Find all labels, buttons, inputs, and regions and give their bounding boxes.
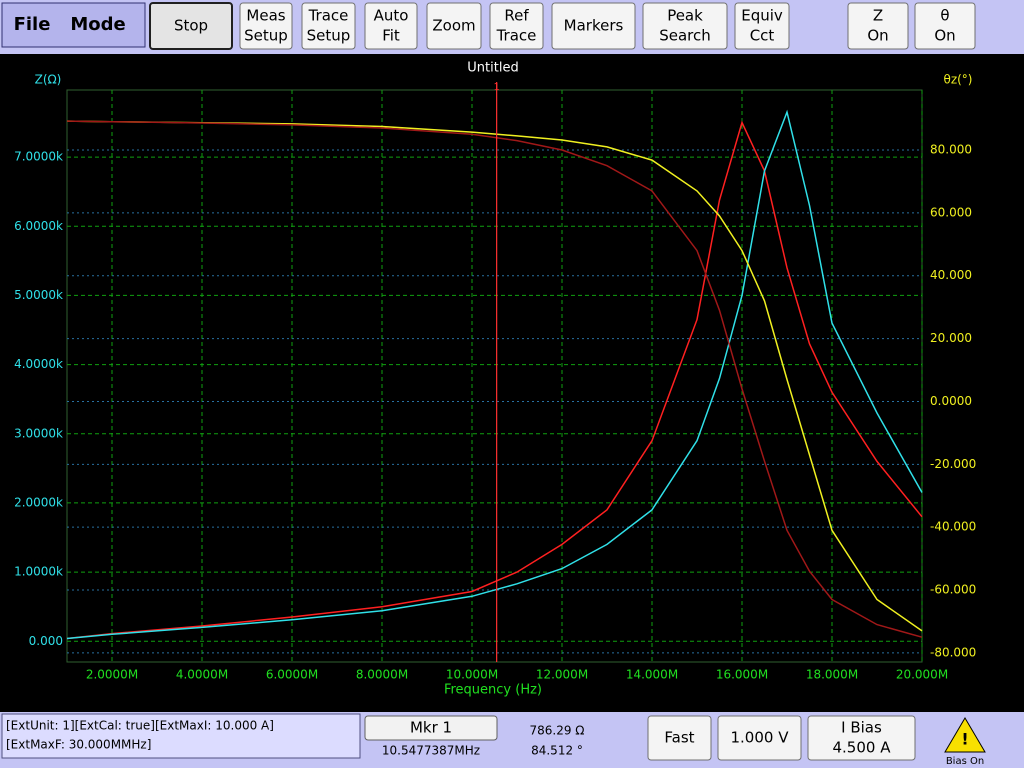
x-tick-label: 20.000M	[896, 668, 948, 682]
y2-tick-label: 0.0000	[930, 394, 972, 408]
button[interactable]	[717, 715, 802, 761]
button[interactable]	[847, 2, 909, 50]
plot-background	[0, 54, 1024, 712]
button-label[interactable]: θ	[940, 7, 949, 25]
button-label[interactable]: Fast	[664, 729, 694, 747]
series-line	[66, 120, 923, 632]
button[interactable]	[426, 2, 482, 50]
button-label[interactable]: On	[867, 27, 888, 45]
y-tick-label: 0.000	[29, 634, 63, 648]
y-tick-label: 3.0000k	[14, 426, 63, 440]
y2-tick-label: -40.000	[930, 520, 976, 534]
y-tick-label: 1.0000k	[14, 565, 63, 579]
x-tick-label: 8.0000M	[356, 668, 408, 682]
button[interactable]	[489, 2, 544, 50]
button-label[interactable]: Ref	[504, 7, 529, 25]
y2-tick-label: -20.000	[930, 457, 976, 471]
button-label[interactable]: Cct	[750, 27, 775, 45]
x-axis-label: Frequency (Hz)	[444, 683, 542, 698]
series-line	[66, 120, 923, 638]
button-label[interactable]: Trace	[308, 7, 349, 25]
button-label[interactable]: Trace	[496, 27, 537, 45]
button-label[interactable]: Setup	[244, 27, 288, 45]
menu-mode[interactable]: Mode	[70, 14, 125, 35]
button-label[interactable]: Search	[659, 27, 711, 45]
y2-axis-label: θz(°)	[943, 73, 972, 87]
warning-text: Bias On	[946, 756, 984, 767]
menu-bar	[1, 2, 146, 48]
info-box	[1, 713, 361, 759]
marker-frequency: 10.5477387MHz	[382, 744, 480, 758]
y2-tick-label: -80.000	[930, 645, 976, 659]
marker-button-label[interactable]: Mkr 1	[410, 719, 452, 737]
series-line	[66, 120, 923, 640]
info-line: [ExtMaxF: 30.000MMHz]	[6, 738, 151, 752]
x-tick-label: 14.000M	[626, 668, 678, 682]
y2-tick-label: 80.000	[930, 143, 972, 157]
x-tick-label: 4.0000M	[176, 668, 228, 682]
series-line	[66, 109, 923, 640]
button[interactable]	[239, 2, 293, 50]
button-label[interactable]: 1.000 V	[731, 729, 790, 747]
button-label[interactable]: 4.500 A	[833, 739, 892, 757]
button[interactable]	[642, 2, 728, 50]
button[interactable]	[301, 2, 356, 50]
x-tick-label: 18.000M	[806, 668, 858, 682]
y-tick-label: 2.0000k	[14, 495, 63, 509]
x-tick-label: 10.000M	[446, 668, 498, 682]
button-label[interactable]: Setup	[307, 27, 351, 45]
button-label[interactable]: Equiv	[741, 7, 783, 25]
y-tick-label: 6.0000k	[14, 219, 63, 233]
y2-tick-label: 40.000	[930, 268, 972, 282]
button[interactable]	[149, 2, 233, 50]
info-line: [ExtUnit: 1][ExtCal: true][ExtMaxI: 10.0…	[6, 719, 274, 733]
button-label[interactable]: Fit	[382, 27, 400, 45]
marker-impedance: 786.29 Ω	[530, 724, 585, 738]
button-label[interactable]: Zoom	[432, 17, 475, 35]
y-tick-label: 5.0000k	[14, 288, 63, 302]
button[interactable]	[914, 2, 976, 50]
y-tick-label: 7.0000k	[14, 150, 63, 164]
x-tick-label: 12.000M	[536, 668, 588, 682]
y2-tick-label: 20.000	[930, 331, 972, 345]
marker-button[interactable]	[364, 715, 498, 741]
button-label[interactable]: Markers	[564, 17, 624, 35]
button[interactable]	[364, 2, 418, 50]
x-tick-label: 2.0000M	[86, 668, 138, 682]
marker-label: 1	[493, 82, 499, 93]
chart-title: Untitled	[467, 61, 518, 76]
button-label[interactable]: Auto	[374, 7, 409, 25]
button-label[interactable]: On	[934, 27, 955, 45]
x-tick-label: 16.000M	[716, 668, 768, 682]
button[interactable]	[807, 715, 916, 761]
y-axis-label: Z(Ω)	[35, 73, 62, 87]
button[interactable]	[551, 2, 636, 50]
y2-tick-label: -60.000	[930, 583, 976, 597]
button-label[interactable]: Stop	[174, 17, 208, 35]
button-label[interactable]: I Bias	[841, 719, 882, 737]
y-tick-label: 4.0000k	[14, 357, 63, 371]
marker-phase: 84.512 °	[531, 744, 583, 758]
button[interactable]	[734, 2, 790, 50]
button[interactable]	[647, 715, 712, 761]
plot-frame	[66, 89, 923, 663]
x-tick-label: 6.0000M	[266, 668, 318, 682]
button-label[interactable]: Z	[873, 7, 883, 25]
menu-file[interactable]: File	[14, 14, 51, 35]
button-label[interactable]: Peak	[667, 7, 703, 25]
y2-tick-label: 60.000	[930, 205, 972, 219]
button-label[interactable]: Meas	[246, 7, 285, 25]
warning-mark: !	[961, 730, 968, 749]
warning-icon	[944, 717, 986, 753]
